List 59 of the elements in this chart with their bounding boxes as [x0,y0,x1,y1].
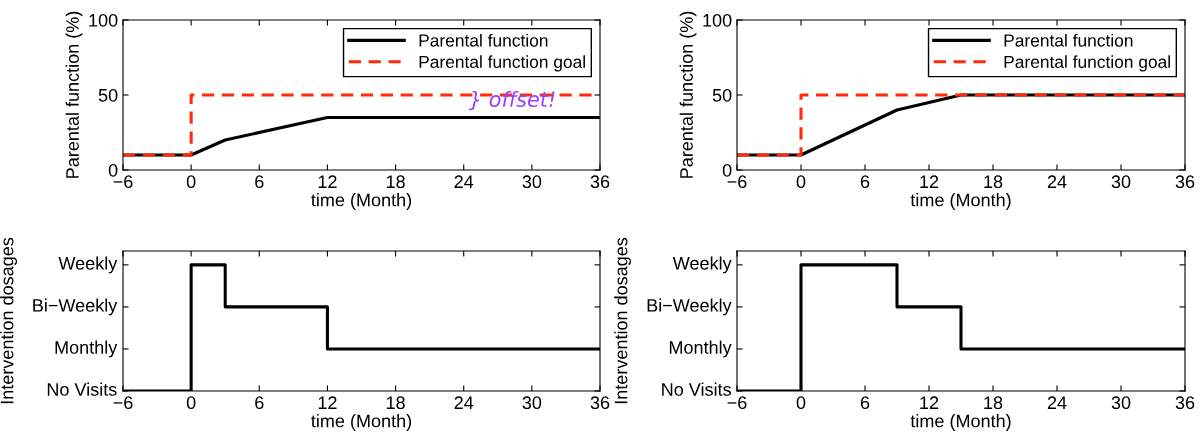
x-tick-label: 24 [454,175,474,188]
x-tick-label: 30 [1111,175,1131,189]
y-axis-title: Parental function (%) [679,11,697,178]
y-tick-label: 100 [89,13,118,27]
y-tick-label: 50 [98,88,118,102]
legend-label: Parental function goal [419,55,585,72]
x-axis-title: time (Month) [910,414,1011,431]
text: No Visits [47,382,117,396]
x-tick-label: 0 [186,396,196,410]
x-tick-label: 30 [522,396,542,410]
x-tick-label: −6 [113,175,133,189]
text: Monthly [669,340,732,358]
y-tick-label: 0 [108,163,118,177]
text: Weekly [672,256,732,274]
x-tick-label: 18 [386,175,405,189]
text: Monthly [55,340,118,358]
x-tick-label: 36 [1175,175,1195,189]
x-tick-label: 0 [796,396,806,410]
x-tick-label: 0 [796,175,806,189]
x-tick-label: 12 [920,396,939,409]
x-tick-label: 18 [386,396,405,410]
x-tick-label: 18 [984,175,1003,189]
x-tick-label: 18 [984,396,1003,410]
x-axis-title: time (Month) [910,193,1011,210]
legend-label: Parental function [419,33,548,47]
y-tick-label: 50 [712,88,732,102]
text: Weekly [58,256,118,274]
legend-label: Parental function goal [1004,55,1170,72]
x-tick-label: 24 [1047,396,1067,409]
text: No Visits [662,382,731,396]
y-axis-title: Intervention dosages [614,237,631,404]
x-tick-label: 12 [318,175,337,188]
x-tick-label: 12 [318,396,337,409]
x-tick-label: 30 [1111,396,1131,410]
y-tick-label: 0 [722,163,732,177]
x-tick-label: 24 [1047,175,1067,188]
x-tick-label: −6 [113,396,133,410]
x-tick-label: 36 [590,175,610,189]
x-tick-label: 6 [255,175,264,189]
x-axis-title: time (Month) [311,414,412,431]
x-tick-label: 36 [1175,396,1195,410]
text: Bi−Weekly [33,298,118,316]
x-tick-label: 6 [255,396,264,410]
legend-label: Parental function [1004,33,1133,47]
x-axis-title: time (Month) [311,193,412,210]
y-axis-title: Parental function (%) [65,11,83,178]
y-tick-label: 100 [703,13,732,27]
x-tick-label: 30 [522,175,542,189]
x-tick-label: 36 [590,396,610,410]
x-tick-label: 24 [454,396,474,409]
x-tick-label: 6 [860,396,870,410]
x-tick-label: 12 [920,175,939,188]
x-tick-label: 6 [860,175,870,189]
x-tick-label: 0 [186,175,196,189]
annotation: } offset! [468,90,555,111]
x-tick-label: −6 [727,396,747,410]
x-tick-label: −6 [727,175,747,189]
text: Bi−Weekly [647,298,732,316]
y-axis-title: Intervention dosages [0,237,17,404]
